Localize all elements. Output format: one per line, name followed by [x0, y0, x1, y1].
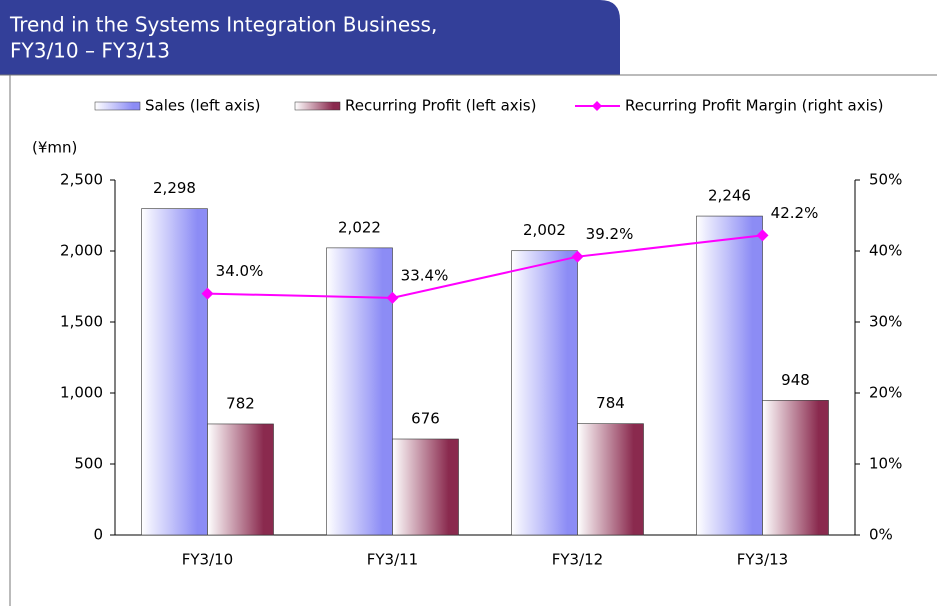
y2-tick-label: 0%: [869, 526, 893, 544]
bar: [326, 247, 393, 536]
data-label: 2,298: [153, 179, 196, 197]
x-tick-label: FY3/10: [182, 551, 233, 569]
data-label: 2,246: [708, 187, 751, 205]
y2-tick-label: 10%: [869, 455, 902, 473]
y-tick-label: 1,500: [60, 313, 103, 331]
marker: [386, 291, 399, 304]
legend-marker: [592, 101, 602, 111]
chart-title: FY3/10 – FY3/13: [10, 39, 170, 63]
bar: [577, 423, 644, 536]
legend-label: Recurring Profit (left axis): [345, 97, 536, 115]
marker: [571, 250, 584, 263]
data-label: 34.0%: [216, 262, 264, 280]
chart-title: Trend in the Systems Integration Busines…: [9, 13, 437, 37]
x-tick-label: FY3/12: [552, 551, 603, 569]
legend-label: Recurring Profit Margin (right axis): [625, 97, 883, 115]
y-tick-label: 2,500: [60, 171, 103, 189]
x-tick-label: FY3/11: [367, 551, 418, 569]
legend-label: Sales (left axis): [145, 97, 261, 115]
bar: [762, 400, 829, 536]
data-label: 42.2%: [771, 204, 819, 222]
data-label: 782: [226, 394, 255, 412]
marker: [756, 229, 769, 242]
y-tick-label: 1,000: [60, 384, 103, 402]
y2-tick-label: 40%: [869, 242, 902, 260]
y2-tick-label: 20%: [869, 384, 902, 402]
x-tick-label: FY3/13: [737, 551, 788, 569]
y2-tick-label: 30%: [869, 313, 902, 331]
bar: [392, 438, 459, 536]
bar: [141, 208, 208, 536]
data-label: 39.2%: [586, 225, 634, 243]
data-label: 676: [411, 410, 440, 428]
legend-swatch: [294, 101, 341, 111]
data-label: 948: [781, 371, 810, 389]
bar: [207, 423, 274, 536]
data-label: 2,022: [338, 218, 381, 236]
y-tick-label: 0: [93, 526, 103, 544]
data-label: 784: [596, 394, 625, 412]
line: [207, 234, 763, 299]
legend-swatch: [94, 101, 141, 111]
bar: [696, 215, 763, 536]
data-label: 33.4%: [401, 266, 449, 284]
marker: [201, 287, 214, 300]
title-tab: [0, 0, 620, 75]
y-axis-label: (¥mn): [32, 139, 77, 157]
data-label: 2,002: [523, 221, 566, 239]
y-tick-label: 500: [74, 455, 103, 473]
bar: [511, 250, 578, 536]
y2-tick-label: 50%: [869, 171, 902, 189]
y-tick-label: 2,000: [60, 242, 103, 260]
